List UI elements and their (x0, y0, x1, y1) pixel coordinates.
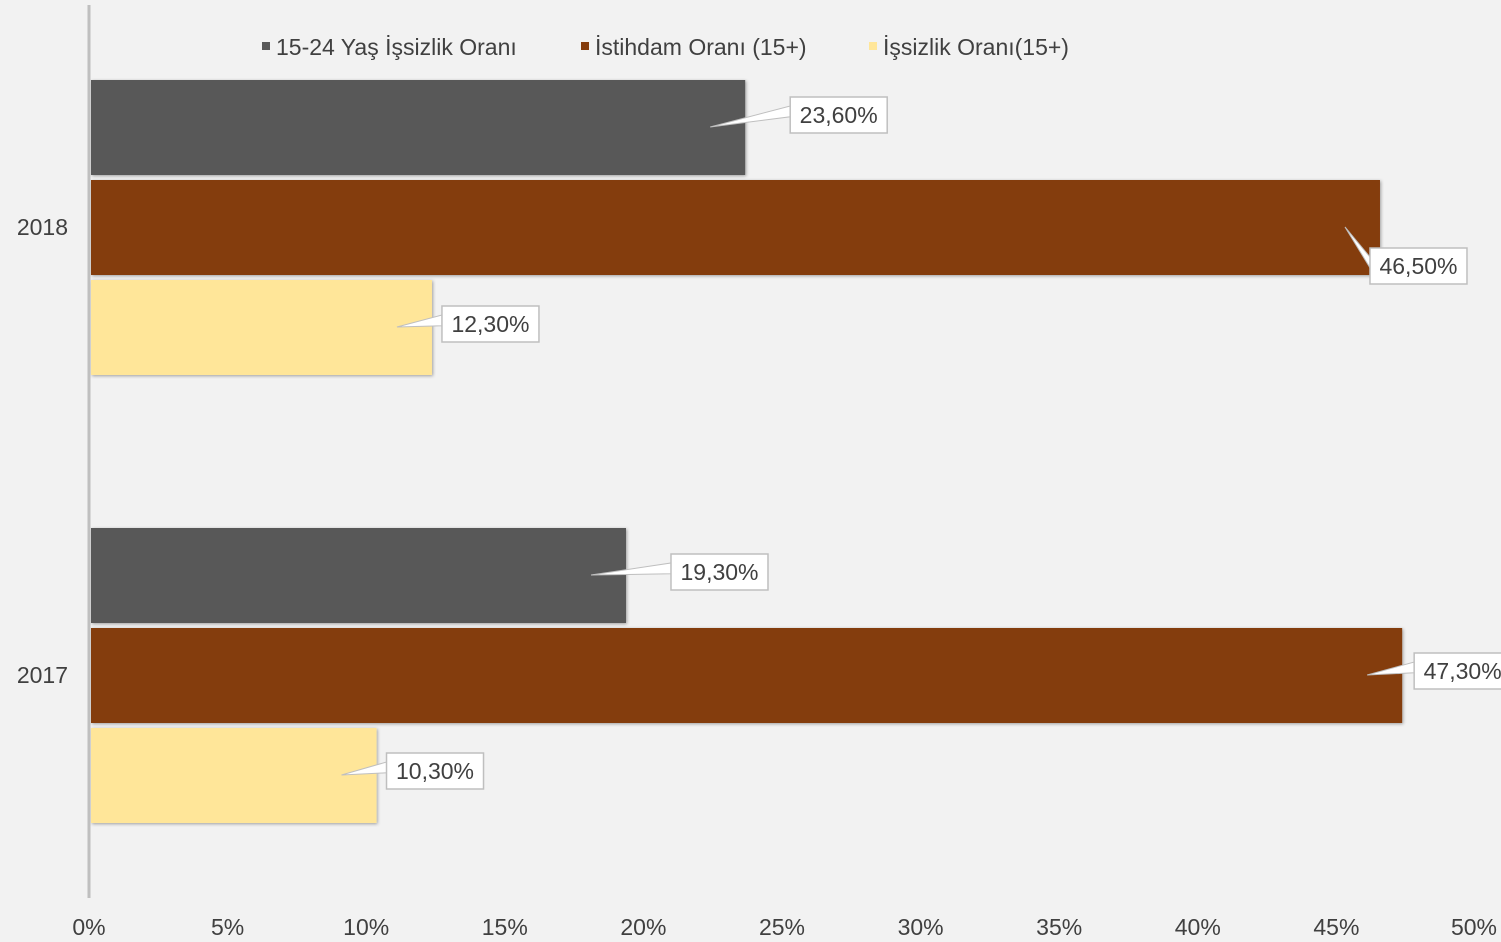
data-label-box (670, 553, 769, 591)
data-labels-group: 23,60% 46,50% 12,30% 19,30% 47,30% 10,30% (341, 96, 1501, 790)
x-tick-label-4: 20% (620, 914, 666, 940)
category-label-2018: 2018 (17, 214, 68, 240)
bar--sizlik-oran-15--2017 (91, 728, 377, 823)
bar--stihdam-oran-15--2018 (91, 180, 1380, 275)
bar-15-24-ya-sizlik-oran--2017 (91, 528, 626, 623)
data-label-box (1413, 652, 1501, 690)
bar--sizlik-oran-15--2018 (91, 280, 432, 375)
x-axis-ticks: 0% 5% 10% 15% 20% 25% 30% 35% 40% 45% 50% (72, 914, 1497, 940)
x-tick-label-2: 10% (343, 914, 389, 940)
data-label-2018-1: 23,60% (800, 102, 878, 128)
legend-swatch-1 (262, 42, 270, 50)
legend-swatch-3 (869, 42, 877, 50)
data-label-2017-3: 10,30% (396, 758, 474, 784)
category-labels: 2018 2017 (17, 214, 68, 688)
legend: 15-24 Yaş İşsizlik Oranı İstihdam Oranı (… (262, 34, 1069, 60)
x-tick-label-8: 40% (1175, 914, 1221, 940)
legend-label-3: İşsizlik Oranı(15+) (883, 34, 1069, 60)
data-label-box (441, 305, 540, 343)
legend-swatch-2 (581, 42, 589, 50)
x-tick-label-6: 30% (898, 914, 944, 940)
x-tick-label-9: 45% (1313, 914, 1359, 940)
data-label-2018-2: 46,50% (1379, 253, 1457, 279)
x-tick-label-3: 15% (482, 914, 528, 940)
data-label-box (1369, 247, 1468, 285)
x-tick-label-5: 25% (759, 914, 805, 940)
data-label-2017-2: 47,30% (1424, 658, 1501, 684)
legend-label-1: 15-24 Yaş İşsizlik Oranı (276, 34, 517, 60)
bars-group (91, 80, 1403, 823)
data-label-2017-1: 19,30% (680, 559, 758, 585)
category-label-2017: 2017 (17, 662, 68, 688)
bar-15-24-ya-sizlik-oran--2018 (91, 80, 746, 175)
x-tick-label-10: 50% (1451, 914, 1497, 940)
bar--stihdam-oran-15--2017 (91, 628, 1403, 723)
x-tick-label-1: 5% (211, 914, 244, 940)
x-tick-label-7: 35% (1036, 914, 1082, 940)
data-label-2018-3: 12,30% (451, 311, 529, 337)
x-tick-label-0: 0% (72, 914, 105, 940)
data-label-box (789, 96, 888, 134)
legend-label-2: İstihdam Oranı (15+) (595, 34, 807, 60)
data-label-box (385, 752, 485, 790)
